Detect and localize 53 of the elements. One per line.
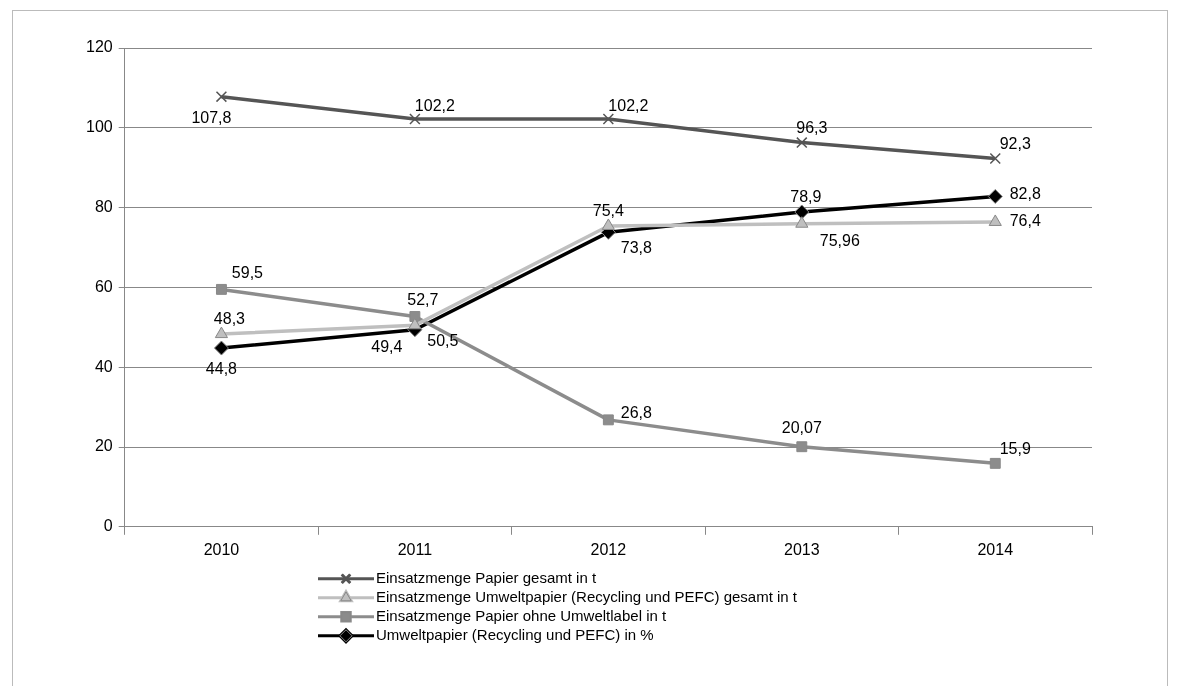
legend-label: Einsatzmenge Papier gesamt in t — [376, 568, 597, 586]
data-label: 75,96 — [819, 232, 860, 250]
data-label: 50,5 — [427, 331, 459, 349]
y-tick-label: 0 — [103, 517, 113, 535]
data-label: 75,4 — [592, 202, 625, 220]
x-tick-label: 2013 — [784, 540, 820, 558]
point — [796, 441, 808, 453]
legend-label: Umweltpapier (Recycling und PEFC) in % — [376, 625, 654, 643]
data-label: 26,8 — [620, 404, 653, 422]
data-label: 20,07 — [781, 419, 822, 437]
data-label: 73,8 — [620, 238, 653, 256]
data-label: 102,2 — [414, 97, 455, 115]
data-label: 48,3 — [213, 310, 246, 328]
point — [989, 152, 1001, 165]
data-label: 52,7 — [407, 290, 439, 308]
data-label: 44,8 — [205, 360, 238, 378]
point — [987, 188, 1003, 204]
point — [215, 90, 228, 103]
data-label: 107,8 — [191, 109, 232, 127]
legend-label: Einsatzmenge Papier ohne Umweltlabel in t — [376, 606, 667, 624]
data-label: 49,4 — [371, 338, 403, 356]
data-label: 92,3 — [999, 134, 1031, 152]
data-label: 76,4 — [1009, 212, 1041, 230]
y-tick-label: 60 — [94, 277, 113, 295]
y-tick-label: 20 — [94, 437, 113, 455]
y-tick-label: 100 — [85, 118, 113, 136]
point — [213, 340, 229, 356]
data-label: 82,8 — [1009, 184, 1041, 202]
data-label: 102,2 — [608, 97, 649, 115]
x-tick-label: 2010 — [203, 540, 240, 558]
point — [408, 317, 422, 330]
point — [989, 457, 1001, 469]
y-tick-label: 120 — [85, 38, 113, 56]
legend-label: Einsatzmenge Umweltpapier (Recycling und PEFC) gesamt in t — [376, 587, 798, 605]
point — [795, 216, 809, 228]
data-label: 15,9 — [999, 439, 1031, 457]
x-tick-label: 2011 — [397, 540, 433, 558]
point — [794, 204, 810, 220]
y-tick-label: 40 — [94, 357, 113, 375]
data-label: 96,3 — [796, 118, 828, 136]
x-tick-label: 2014 — [977, 540, 1014, 558]
y-tick-label: 80 — [94, 198, 113, 216]
point — [214, 326, 228, 339]
data-label: 78,9 — [790, 188, 822, 206]
point — [602, 414, 614, 426]
point — [215, 283, 227, 295]
point — [602, 113, 615, 125]
point — [796, 136, 808, 149]
data-label: 59,5 — [231, 263, 264, 281]
point — [601, 218, 615, 230]
x-tick-label: 2012 — [590, 540, 627, 558]
point — [988, 214, 1002, 226]
point — [409, 113, 421, 125]
